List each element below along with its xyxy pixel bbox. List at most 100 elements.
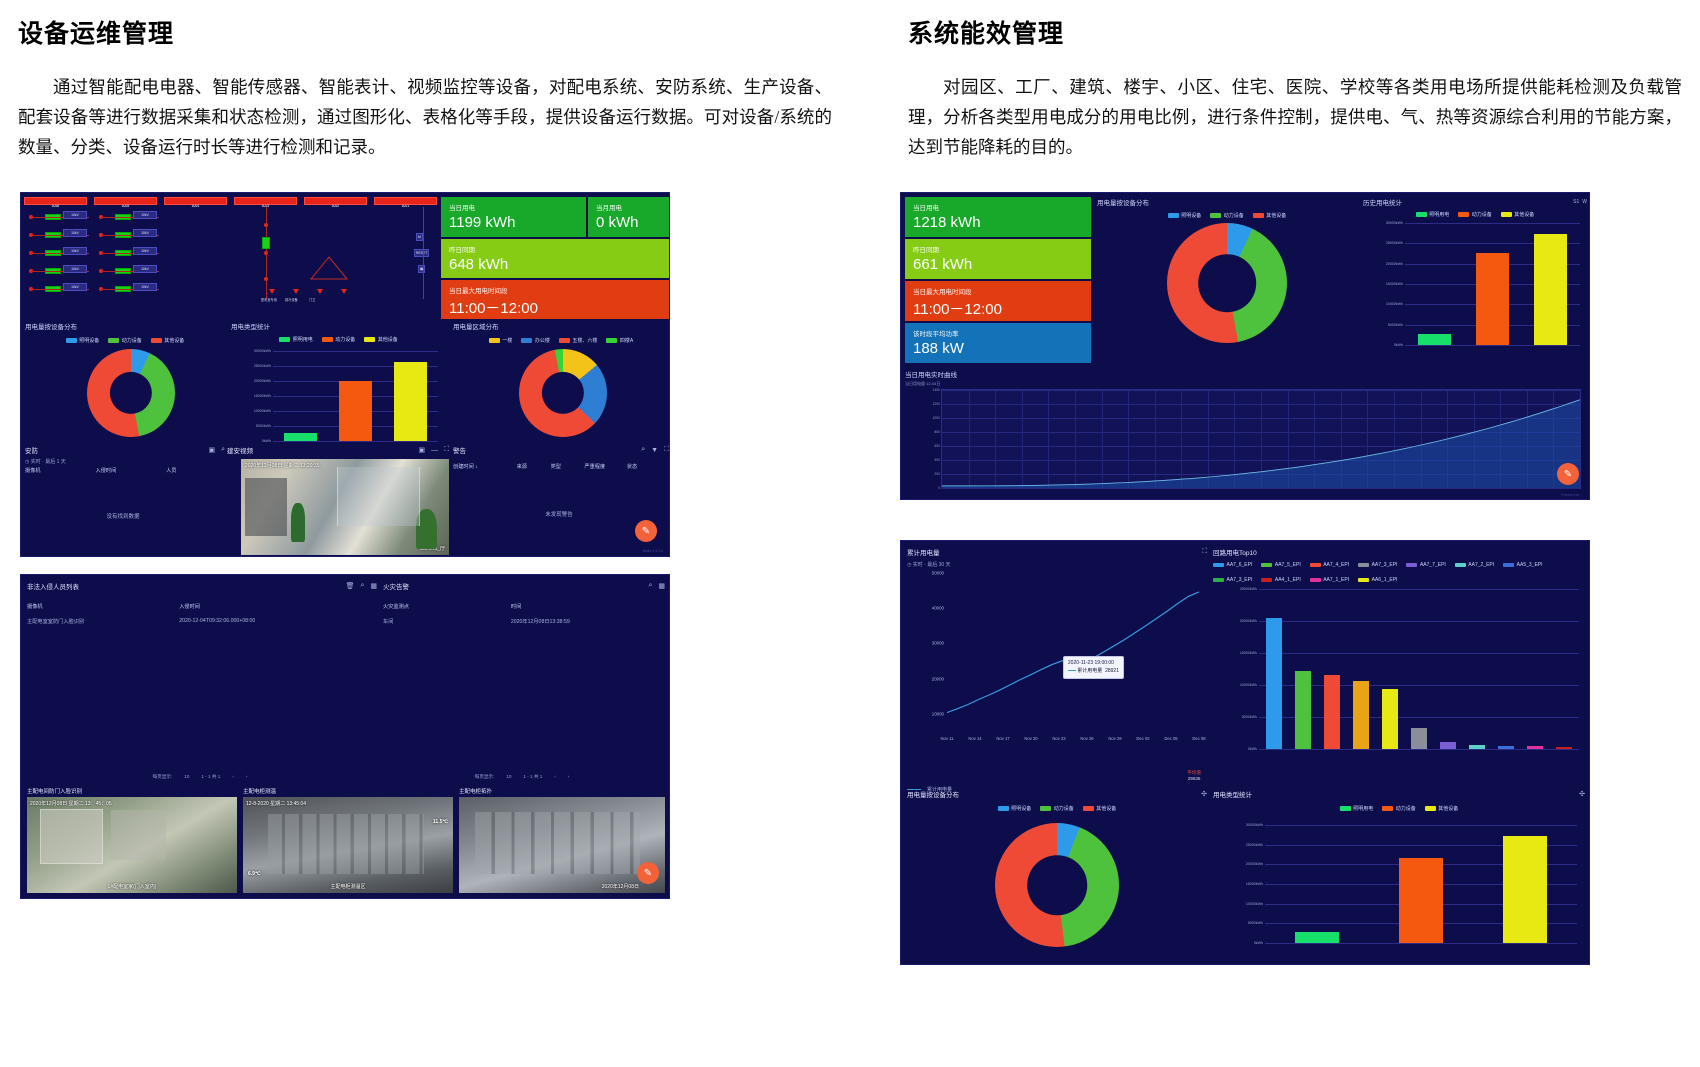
camera-icon[interactable]: ▣ <box>208 447 216 454</box>
legend-item[interactable]: 动力设备 <box>1040 805 1074 812</box>
camera-feed[interactable]: 2020年12月08日 星期二 13：45：05 1#配电室家(门入室内) <box>27 797 237 893</box>
status-indicator[interactable] <box>262 237 270 249</box>
legend-item[interactable]: AA7_2_EPI <box>1454 562 1494 568</box>
prev-page-button[interactable]: ‹ <box>232 774 234 779</box>
column-header[interactable]: 入侵时间 <box>179 604 200 610</box>
card-camera-2[interactable]: 主配电柜测温 12-8-2020 星期二 13:45:04 11.5℃ 6.9℃… <box>243 787 453 895</box>
bar[interactable] <box>394 361 427 441</box>
edit-fab-button[interactable]: ✎ <box>635 520 657 542</box>
filter-icon[interactable]: ▼ <box>651 446 659 454</box>
legend-item[interactable]: 动力设备 <box>108 337 142 344</box>
legend-item[interactable]: 其他设备 <box>150 337 184 344</box>
legend-item[interactable]: AA7_7_EPI <box>1406 562 1446 568</box>
dashboard-device-ops[interactable]: AA6 AA5 AA4 AA3 AA2 AA1 10kV 10kV 10kV 10kV 10kV 1… <box>20 192 670 557</box>
column-header[interactable]: 火灾监测点 <box>383 604 409 610</box>
legend-item[interactable]: 其他设备 <box>1252 212 1286 219</box>
bar[interactable] <box>1294 670 1311 749</box>
bar[interactable] <box>1534 234 1568 345</box>
history-corner-right[interactable]: W <box>1582 199 1587 205</box>
column-header[interactable]: 时间 <box>510 604 522 610</box>
legend-item[interactable]: 照明用电 <box>1415 211 1449 218</box>
edit-fab-button[interactable]: ✎ <box>637 862 659 884</box>
legend-item[interactable]: 其他设备 <box>364 336 398 343</box>
bar[interactable] <box>1527 746 1544 749</box>
card-camera-1[interactable]: 主配电间防门入脸识别 2020年12月08日 星期二 13：45：05 1#配电… <box>27 787 237 895</box>
busbar[interactable]: AA4 <box>164 197 227 208</box>
column-header[interactable]: 严重程度 <box>584 464 606 470</box>
legend-item[interactable]: 照明设备 <box>1167 212 1201 219</box>
legend-item[interactable]: 四楼A <box>606 337 633 344</box>
breaker-node[interactable] <box>264 277 268 281</box>
legend-item[interactable]: 照明用电 <box>1339 805 1373 812</box>
edit-fab-button[interactable]: ✎ <box>1557 463 1579 485</box>
bar[interactable] <box>1399 858 1443 943</box>
settings-icon[interactable]: ✣ <box>1579 791 1585 798</box>
rows-per-page-value[interactable]: 10 <box>506 774 512 779</box>
card-camera-3[interactable]: 主配电柜拓扑 2020年12月08日 <box>459 787 665 895</box>
busbar[interactable]: AA5 <box>94 197 157 208</box>
breaker-node[interactable] <box>264 251 268 255</box>
video-feed[interactable]: 2020年12月08日 星期二 13:20:35 Camera_厅 <box>241 459 449 555</box>
prev-page-button[interactable]: ‹ <box>554 774 556 779</box>
trash-icon[interactable]: 🗑 <box>345 583 355 590</box>
legend-item[interactable]: 办公楼 <box>521 337 550 344</box>
column-header[interactable]: 状态 <box>626 464 638 470</box>
breaker-node[interactable] <box>264 223 268 227</box>
column-header[interactable]: 摄像机 <box>25 468 41 474</box>
legend-item[interactable]: 动力设备 <box>321 336 355 343</box>
bar[interactable] <box>1352 681 1369 749</box>
dashboard-energy-overview[interactable]: 当日用电 1218 kWh 昨日同期 661 kWh 当日最大用电时间段 11:… <box>900 192 1590 500</box>
legend-item[interactable]: AA6_1_EPI <box>1358 577 1397 583</box>
busbar[interactable]: AA1 <box>374 197 437 208</box>
bar[interactable] <box>1295 931 1339 943</box>
bar[interactable] <box>1381 688 1398 749</box>
expand-icon[interactable]: ⛶ <box>444 446 449 453</box>
columns-icon[interactable]: ▦ <box>370 583 377 590</box>
legend-item[interactable]: AA7_4_EPI <box>1309 562 1349 568</box>
bar[interactable] <box>1498 745 1515 749</box>
legend-item[interactable]: AA7_3_EPI <box>1358 562 1397 568</box>
legend-item[interactable]: 其他设备 <box>1082 805 1116 812</box>
legend-item[interactable]: 五楼、六楼 <box>558 337 597 344</box>
legend-item[interactable]: 其他设备 <box>1500 211 1534 218</box>
busbar[interactable]: AA6 <box>24 197 87 208</box>
camera-feed[interactable]: 12-8-2020 星期二 13:45:04 11.5℃ 6.9℃ 主配电柜测温… <box>243 797 453 893</box>
camera-icon[interactable]: ▣ <box>418 447 426 454</box>
bar[interactable] <box>339 381 372 441</box>
bar[interactable] <box>1417 333 1451 345</box>
legend-item[interactable]: AA7_1_EPI <box>1309 577 1349 583</box>
column-header[interactable]: 创建时间 ↓ <box>453 464 478 470</box>
column-header[interactable]: 来源 <box>516 464 527 470</box>
legend-item[interactable]: 动力设备 <box>1458 211 1492 218</box>
legend-item[interactable]: 照明用电 <box>279 336 313 343</box>
dashboard-energy-detail[interactable]: 累计用电量 ⛶ ◷ 实时 · 最后 30 天 50000 40000 30000 20… <box>900 540 1590 965</box>
search-icon[interactable]: ⌕ <box>360 582 365 589</box>
legend-item[interactable]: 照明设备 <box>997 805 1031 812</box>
bar[interactable] <box>1323 674 1340 749</box>
search-icon[interactable]: ⌕ <box>221 446 225 453</box>
bar[interactable] <box>1265 617 1282 749</box>
camera-feed[interactable]: 2020年12月08日 <box>459 797 665 893</box>
legend-item[interactable]: 一楼 <box>488 337 512 344</box>
device-box[interactable]: RESET <box>414 249 430 258</box>
legend-item[interactable]: AA7_3_EPI <box>1213 577 1252 583</box>
legend-item[interactable]: 动力设备 <box>1210 212 1244 219</box>
bar[interactable] <box>1503 836 1547 943</box>
device-box[interactable]: ▦ <box>418 265 426 274</box>
busbar[interactable]: AA2 <box>304 197 367 208</box>
column-header[interactable]: 摄像机 <box>27 604 43 610</box>
column-header[interactable]: 人员 <box>166 468 177 474</box>
search-icon[interactable]: ⌕ <box>641 446 646 453</box>
column-header[interactable]: 入侵时间 <box>95 468 117 474</box>
legend-item[interactable]: AA7_6_EPI <box>1213 562 1252 568</box>
busbar[interactable]: AA3 <box>234 197 297 208</box>
legend-item[interactable]: AA4_1_EPI <box>1261 577 1301 583</box>
dashboard-intrusion-fire[interactable]: 非法入侵人员列表 🗑 ⌕ ▦ 摄像机 入侵时间 主配电室室防门入脸识别 2020-1… <box>20 574 670 899</box>
legend-item[interactable]: 其他设备 <box>1424 805 1458 812</box>
table-row[interactable]: 主配电室室防门入脸识别 2020-12-04T09:32:06.000+08:00 <box>27 618 373 625</box>
bar[interactable] <box>1469 744 1486 749</box>
expand-icon[interactable]: ⛶ <box>1202 548 1207 555</box>
bar[interactable] <box>1556 747 1573 749</box>
bar[interactable] <box>1475 252 1510 345</box>
bar[interactable] <box>284 432 317 441</box>
